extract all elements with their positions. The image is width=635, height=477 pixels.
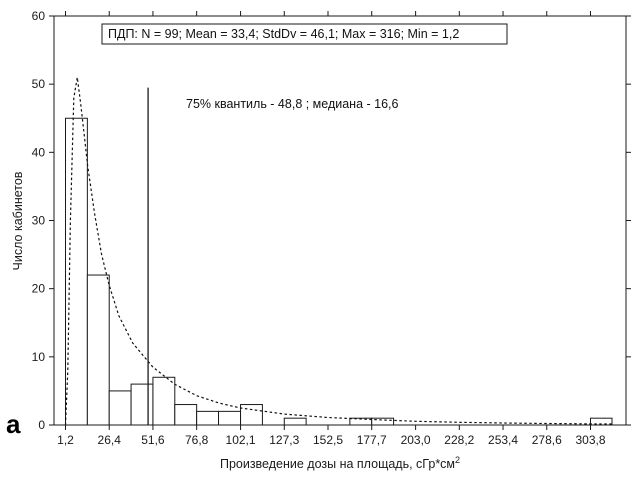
y-axis-label: Число кабинетов <box>11 171 25 270</box>
stats-text: ПДП: N = 99; Mean = 33,4; StdDv = 46,1; … <box>108 27 459 41</box>
x-tick-label: 177,7 <box>357 433 387 447</box>
x-tick-label: 102,1 <box>226 433 256 447</box>
x-axis-label-sup: 2 <box>455 455 460 465</box>
stats-box-frame <box>101 23 508 45</box>
histogram-bar <box>196 410 220 426</box>
plot-frame <box>53 15 627 426</box>
x-tick-label: 303,8 <box>575 433 605 447</box>
x-axis-label: Произведение дозы на площадь, сГр*см2 <box>220 455 460 471</box>
ticks-layer: 0 10 20 30 40 50 60 1,2 26,4 51,6 76,8 102,1 127,3 15… <box>32 9 631 447</box>
x-tick-label: 278,6 <box>532 433 562 447</box>
x-tick-label: 1,2 <box>57 433 74 447</box>
x-tick-label: 51,6 <box>141 433 165 447</box>
quantile-annotation: 75% квантиль - 48,8 ; медиана - 16,6 <box>186 97 399 111</box>
histogram-bar <box>65 117 88 426</box>
histogram-bar <box>240 404 263 426</box>
histogram-bar <box>130 383 154 426</box>
overlay-layer <box>64 77 613 426</box>
histogram-bar <box>152 376 176 426</box>
y-tick-label: 50 <box>32 77 46 91</box>
histogram-bar <box>174 404 198 426</box>
x-tick-label: 203,0 <box>401 433 431 447</box>
fit-curve <box>64 77 613 426</box>
x-tick-label: 127,3 <box>269 433 299 447</box>
y-tick-label: 30 <box>32 214 46 228</box>
y-tick-label: 20 <box>32 282 46 296</box>
histogram-bar <box>108 390 132 426</box>
y-tick-label: 10 <box>32 350 46 364</box>
panel-label: a <box>6 409 21 439</box>
y-tick-label: 0 <box>38 418 45 432</box>
stats-box: ПДП: N = 99; Mean = 33,4; StdDv = 46,1; … <box>101 23 508 45</box>
x-tick-label: 253,4 <box>488 433 518 447</box>
x-tick-label: 152,5 <box>313 433 343 447</box>
histogram-bar <box>218 410 242 426</box>
histogram-bar <box>283 417 307 426</box>
x-tick-label: 26,4 <box>98 433 122 447</box>
x-axis-label-main: Произведение дозы на площадь, сГр*см <box>220 457 455 471</box>
x-tick-label: 76,8 <box>185 433 209 447</box>
x-tick-label: 228,2 <box>444 433 474 447</box>
histogram-bar <box>86 274 110 426</box>
y-tick-label: 40 <box>32 145 46 159</box>
y-tick-label: 60 <box>32 9 46 23</box>
